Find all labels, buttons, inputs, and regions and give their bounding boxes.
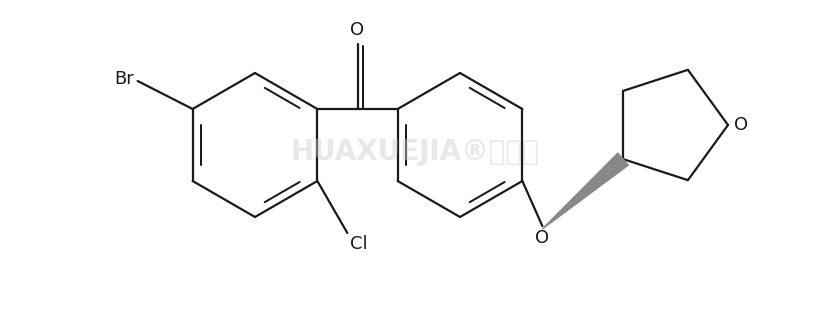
Polygon shape [542, 153, 628, 229]
Text: Br: Br [114, 70, 134, 88]
Text: O: O [350, 21, 364, 39]
Text: Cl: Cl [350, 235, 368, 253]
Text: O: O [734, 116, 748, 134]
Text: HUAXUEJIA®化学加: HUAXUEJIA®化学加 [290, 138, 540, 166]
Text: O: O [535, 229, 549, 247]
